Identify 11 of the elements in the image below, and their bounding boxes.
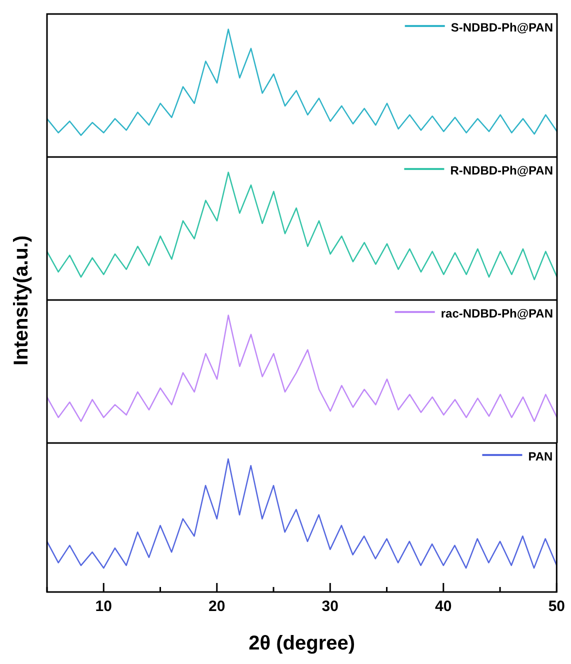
x-tick-label: 30 — [322, 598, 338, 616]
x-axis-title: 2θ (degree) — [248, 632, 356, 655]
x-tick-label: 20 — [208, 598, 226, 616]
x-tick-label: 50 — [548, 598, 565, 616]
y-axis-title: Intensity(a.u.) — [10, 234, 34, 366]
legend-label: S-NDBD-Ph@PAN — [450, 20, 553, 34]
x-tick-label: 40 — [435, 598, 452, 616]
legend-label: R-NDBD-Ph@PAN — [450, 163, 554, 178]
legend-label: rac-NDBD-Ph@PAN — [440, 306, 553, 320]
legend-label: PAN — [528, 449, 553, 464]
x-tick-label: 10 — [95, 598, 112, 616]
